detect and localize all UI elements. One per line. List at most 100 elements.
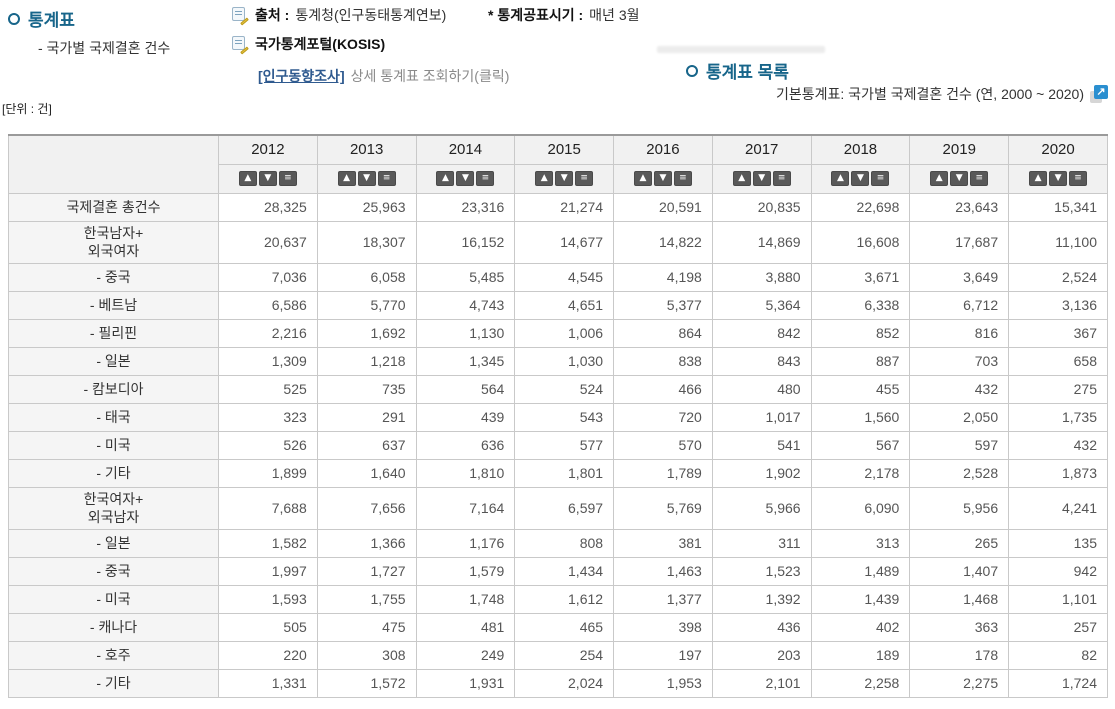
value-cell: 636: [415, 430, 516, 460]
sort-asc-button[interactable]: ▲: [831, 170, 850, 186]
sort-desc-button[interactable]: ▼: [357, 170, 376, 186]
row-label: 한국여자+ 외국남자: [8, 486, 219, 530]
value-cell: 23,643: [909, 192, 1010, 222]
value-cell: 4,241: [1008, 486, 1108, 530]
value-cell: 942: [1008, 556, 1108, 586]
value-cell: 275: [1008, 374, 1108, 404]
row-label: - 일본: [8, 346, 219, 376]
value-cell: 25,963: [316, 192, 417, 222]
value-cell: 381: [613, 528, 713, 558]
value-cell: 28,325: [218, 192, 318, 222]
value-cell: 2,050: [909, 402, 1010, 432]
value-cell: 524: [514, 374, 615, 404]
survey-link-desc: 상세 통계표 조회하기(클릭): [350, 68, 510, 84]
table-row: - 중국 7,036 6,058 5,485 4,545 4,198 3,880 3,671 3…: [8, 262, 1108, 292]
sort-asc-button[interactable]: ▲: [930, 170, 949, 186]
value-cell: 265: [909, 528, 1010, 558]
value-cell: 505: [218, 612, 318, 642]
value-cell: 1,176: [415, 528, 516, 558]
value-cell: 178: [909, 640, 1010, 670]
value-cell: 1,331: [218, 668, 318, 698]
value-cell: 5,377: [613, 290, 713, 320]
sort-menu-button[interactable]: ≡: [772, 170, 791, 186]
value-cell: 2,258: [810, 668, 911, 698]
value-cell: 6,712: [909, 290, 1010, 320]
sort-menu-button[interactable]: ≡: [377, 170, 396, 186]
document-pencil-icon: [232, 36, 249, 55]
value-cell: 5,364: [711, 290, 812, 320]
value-cell: 1,218: [316, 346, 417, 376]
table-row: - 중국 1,997 1,727 1,579 1,434 1,463 1,523 1,489 1…: [8, 556, 1108, 586]
survey-link[interactable]: [인구동향조사]: [258, 68, 345, 84]
table-list-entry: 기본통계표: 국가별 국제결혼 건수 (연, 2000 ~ 2020) ↗: [776, 84, 1108, 104]
stats-table-wrap: 2012 2013 2014 2015 2016 2017 2018 2019 2020 ▲ ▼ ≡…: [8, 134, 1108, 698]
row-label: - 기타: [8, 458, 219, 488]
value-cell: 5,966: [711, 486, 812, 530]
value-cell: 5,485: [415, 262, 516, 292]
sort-desc-button[interactable]: ▼: [456, 170, 475, 186]
value-cell: 1,130: [415, 318, 516, 348]
sort-asc-button[interactable]: ▲: [1029, 170, 1048, 186]
sort-asc-button[interactable]: ▲: [436, 170, 455, 186]
value-cell: 1,612: [514, 584, 615, 614]
value-cell: 703: [909, 346, 1010, 376]
row-label: - 기타: [8, 668, 219, 698]
value-cell: 455: [810, 374, 911, 404]
sort-asc-button[interactable]: ▲: [732, 170, 751, 186]
sort-asc-button[interactable]: ▲: [633, 170, 652, 186]
value-cell: 1,801: [514, 458, 615, 488]
sort-menu-button[interactable]: ≡: [871, 170, 890, 186]
sort-desc-button[interactable]: ▼: [1049, 170, 1068, 186]
sort-menu-button[interactable]: ≡: [575, 170, 594, 186]
value-cell: 15,341: [1008, 192, 1108, 222]
sort-desc-button[interactable]: ▼: [851, 170, 870, 186]
value-cell: 543: [514, 402, 615, 432]
value-cell: 481: [415, 612, 516, 642]
sort-desc-button[interactable]: ▼: [653, 170, 672, 186]
value-cell: 22,698: [810, 192, 911, 222]
sort-menu-button[interactable]: ≡: [476, 170, 495, 186]
value-cell: 597: [909, 430, 1010, 460]
sort-menu-button[interactable]: ≡: [673, 170, 692, 186]
value-cell: 436: [711, 612, 812, 642]
sort-menu-button[interactable]: ≡: [970, 170, 989, 186]
sort-desc-button[interactable]: ▼: [950, 170, 969, 186]
value-cell: 1,789: [613, 458, 713, 488]
page-title: 통계표: [8, 6, 75, 31]
sort-desc-button[interactable]: ▼: [752, 170, 771, 186]
value-cell: 1,468: [909, 584, 1010, 614]
sort-asc-button[interactable]: ▲: [535, 170, 554, 186]
value-cell: 1,640: [316, 458, 417, 488]
external-link-icon[interactable]: ↗: [1090, 85, 1108, 103]
sort-desc-button[interactable]: ▼: [555, 170, 574, 186]
value-cell: 20,637: [218, 220, 318, 264]
value-cell: 2,216: [218, 318, 318, 348]
value-cell: 1,748: [415, 584, 516, 614]
sort-cell-2017: ▲ ▼ ≡: [711, 163, 812, 194]
sort-asc-button[interactable]: ▲: [337, 170, 356, 186]
value-cell: 1,899: [218, 458, 318, 488]
sort-asc-button[interactable]: ▲: [238, 170, 257, 186]
value-cell: 1,434: [514, 556, 615, 586]
year-header-row: 2012 2013 2014 2015 2016 2017 2018 2019 2020: [8, 134, 1108, 194]
row-label: - 필리핀: [8, 318, 219, 348]
value-cell: 23,316: [415, 192, 516, 222]
year-header-2014: 2014: [415, 134, 516, 165]
value-cell: 4,651: [514, 290, 615, 320]
row-label: - 미국: [8, 430, 219, 460]
value-cell: 1,366: [316, 528, 417, 558]
sort-cell-2015: ▲ ▼ ≡: [514, 163, 615, 194]
source-label: 출처 :: [255, 7, 290, 23]
value-cell: 1,309: [218, 346, 318, 376]
circle-bullet-icon: [8, 12, 20, 25]
sort-desc-button[interactable]: ▼: [258, 170, 277, 186]
page-subtitle: - 국가별 국제결혼 건수: [38, 40, 171, 56]
value-cell: 432: [1008, 430, 1108, 460]
table-row: - 태국 323 291 439 543 720 1,017 1,560 2,050 1,735: [8, 402, 1108, 432]
sort-menu-button[interactable]: ≡: [278, 170, 297, 186]
value-cell: 1,392: [711, 584, 812, 614]
value-cell: 6,090: [810, 486, 911, 530]
sort-menu-button[interactable]: ≡: [1069, 170, 1088, 186]
sort-cell-2014: ▲ ▼ ≡: [415, 163, 516, 194]
value-cell: 21,274: [514, 192, 615, 222]
